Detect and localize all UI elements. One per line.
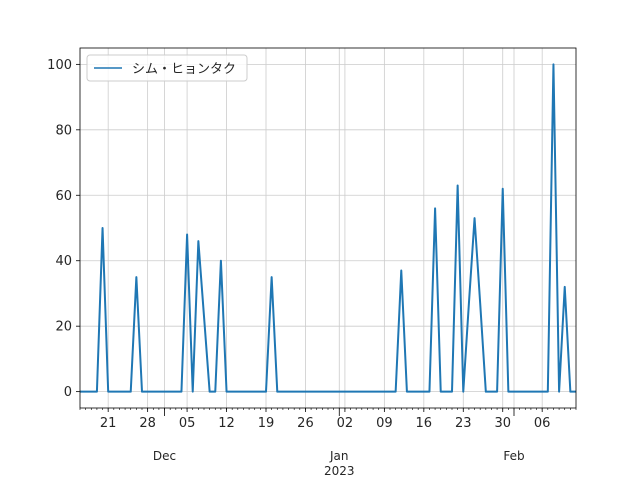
x-tick-label: 30 bbox=[494, 416, 511, 431]
y-tick-label: 0 bbox=[64, 385, 72, 400]
x-tick-label: 28 bbox=[139, 416, 156, 431]
x-tick-label: 26 bbox=[297, 416, 314, 431]
x-month-label: Jan bbox=[329, 449, 349, 463]
x-month-label: Feb bbox=[503, 449, 524, 463]
x-tick-label: 23 bbox=[455, 416, 472, 431]
x-tick-label: 19 bbox=[258, 416, 275, 431]
y-tick-label: 20 bbox=[55, 320, 72, 335]
x-year-label: 2023 bbox=[324, 464, 355, 478]
x-tick-label: 16 bbox=[416, 416, 433, 431]
y-axis: 0 20 40 60 80 100 bbox=[47, 58, 80, 400]
x-month-label: Dec bbox=[153, 449, 176, 463]
x-tick-label: 12 bbox=[218, 416, 235, 431]
series-line bbox=[80, 63, 576, 393]
legend-label: シム・ヒョンタク bbox=[132, 62, 236, 77]
x-tick-label: 05 bbox=[179, 416, 196, 431]
y-tick-label: 40 bbox=[55, 254, 72, 269]
legend: シム・ヒョンタク bbox=[86, 54, 248, 82]
y-tick-label: 60 bbox=[55, 189, 72, 204]
y-tick-label: 100 bbox=[47, 58, 72, 73]
x-tick-label: 02 bbox=[337, 416, 354, 431]
y-tick-label: 80 bbox=[55, 123, 72, 138]
legend-box bbox=[86, 54, 248, 82]
x-tick-label: 09 bbox=[376, 416, 393, 431]
series-lines bbox=[80, 63, 576, 393]
x-tick-label: 21 bbox=[100, 416, 117, 431]
x-tick-label: 06 bbox=[534, 416, 551, 431]
